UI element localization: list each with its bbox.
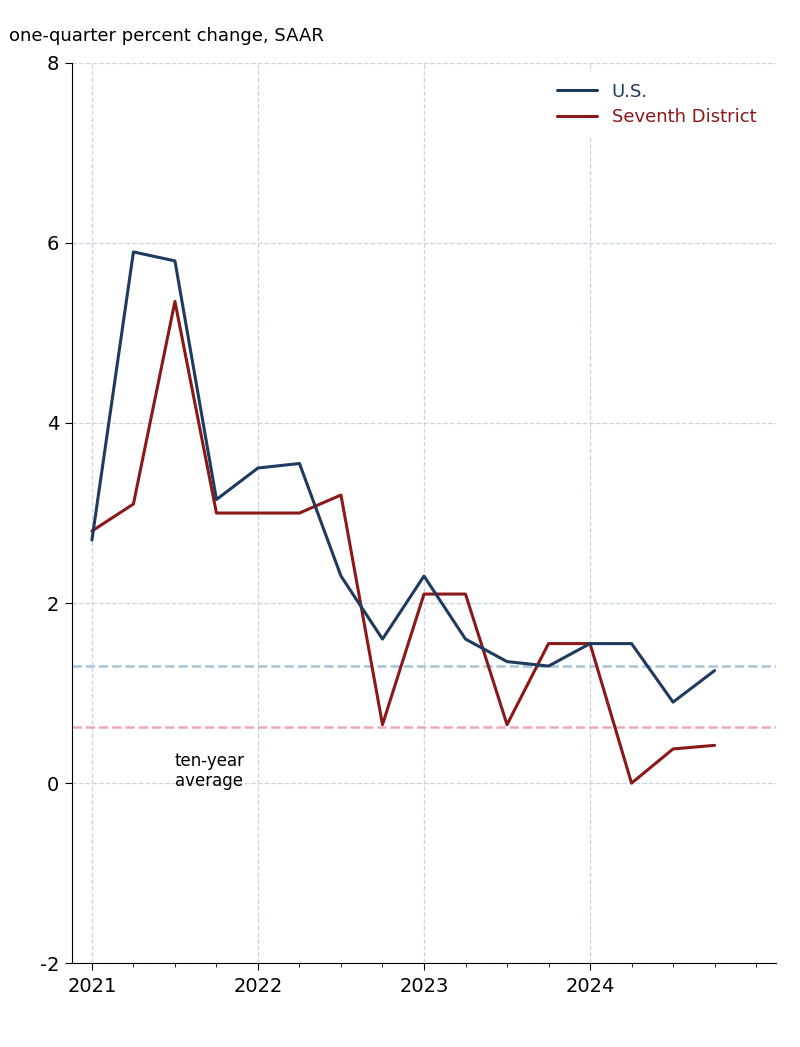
Text: ten-year
average: ten-year average [175,752,245,790]
Seventh District [87,525,97,537]
U.S. [419,570,429,582]
U.S. [212,493,222,506]
Seventh District [710,739,719,752]
Seventh District [170,295,180,308]
Line: U.S.: U.S. [92,252,714,703]
U.S. [668,696,678,709]
Seventh District [668,742,678,755]
Seventh District [294,507,304,519]
Text: one-quarter percent change, SAAR: one-quarter percent change, SAAR [9,27,323,45]
Seventh District [626,777,636,789]
U.S. [170,254,180,267]
Seventh District [419,587,429,600]
U.S. [336,570,346,582]
Seventh District [212,507,222,519]
Seventh District [129,497,138,510]
Seventh District [378,718,387,731]
Line: Seventh District: Seventh District [92,302,714,783]
Seventh District [544,638,554,650]
U.S. [129,246,138,259]
U.S. [544,660,554,672]
U.S. [253,462,262,474]
U.S. [710,665,719,677]
U.S. [626,638,636,650]
Seventh District [461,587,470,600]
Seventh District [336,489,346,502]
Seventh District [253,507,262,519]
U.S. [87,534,97,547]
Seventh District [502,718,512,731]
U.S. [378,632,387,645]
Seventh District [586,638,595,650]
U.S. [294,458,304,470]
Legend: U.S., Seventh District: U.S., Seventh District [546,72,767,137]
U.S. [502,655,512,668]
U.S. [586,638,595,650]
U.S. [461,632,470,645]
